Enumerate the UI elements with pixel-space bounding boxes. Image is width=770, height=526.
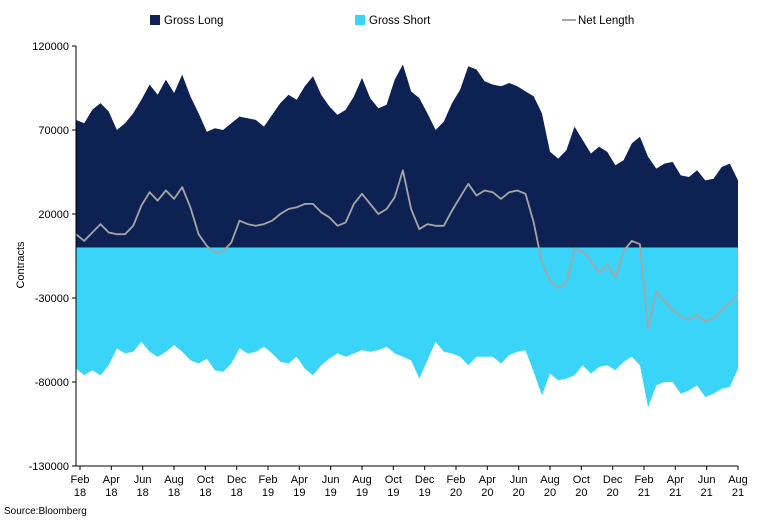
y-tick-label: -30000 bbox=[35, 293, 69, 305]
x-tick-label-year: 18 bbox=[105, 487, 117, 499]
y-tick-label: 120000 bbox=[32, 41, 69, 53]
x-tick-label-month: Feb bbox=[447, 474, 466, 486]
legend: Gross Long Gross Short Net Length bbox=[150, 15, 634, 27]
x-tick-label-year: 18 bbox=[74, 487, 86, 499]
x-tick-label-year: 19 bbox=[419, 487, 431, 499]
x-tick-label-year: 19 bbox=[387, 487, 399, 499]
x-tick-label-year: 18 bbox=[199, 487, 211, 499]
legend-label-net-length: Net Length bbox=[578, 15, 634, 27]
x-tick-label-year: 20 bbox=[607, 487, 619, 499]
source-note: Source:Bloomberg bbox=[4, 506, 87, 517]
x-tick-label-month: Jun bbox=[698, 474, 716, 486]
x-tick-label-month: Jun bbox=[134, 474, 152, 486]
x-tick-label-month: Aug bbox=[352, 474, 372, 486]
x-tick-label-year: 21 bbox=[638, 487, 650, 499]
x-tick-label-month: Feb bbox=[635, 474, 654, 486]
x-tick-label-year: 20 bbox=[481, 487, 493, 499]
x-tick-label-month: Feb bbox=[259, 474, 278, 486]
x-tick-label-month: Apr bbox=[103, 474, 120, 486]
x-tick-label-month: Oct bbox=[573, 474, 590, 486]
y-axis-label: Contracts bbox=[15, 241, 27, 289]
gross-long-area bbox=[76, 64, 738, 248]
x-tick-label-year: 20 bbox=[575, 487, 587, 499]
x-tick-label-month: Dec bbox=[603, 474, 623, 486]
x-tick-label-month: Aug bbox=[728, 474, 748, 486]
x-tick-label-month: Apr bbox=[291, 474, 308, 486]
x-tick-label-month: Dec bbox=[415, 474, 435, 486]
x-tick-label-year: 20 bbox=[450, 487, 462, 499]
x-tick-label-year: 18 bbox=[168, 487, 180, 499]
x-tick-label-year: 19 bbox=[293, 487, 305, 499]
x-tick-label-year: 20 bbox=[544, 487, 556, 499]
x-tick-label-year: 21 bbox=[732, 487, 744, 499]
y-tick-label: -130000 bbox=[29, 461, 69, 473]
x-tick-label-month: Jun bbox=[510, 474, 528, 486]
plot-area bbox=[75, 64, 739, 408]
x-tick-label-year: 19 bbox=[325, 487, 337, 499]
x-tick-label-year: 19 bbox=[356, 487, 368, 499]
x-tick-label-year: 18 bbox=[231, 487, 243, 499]
x-tick-label-year: 21 bbox=[669, 487, 681, 499]
x-tick-label-month: Dec bbox=[227, 474, 247, 486]
y-tick-label: -80000 bbox=[35, 377, 69, 389]
x-tick-label-month: Aug bbox=[540, 474, 560, 486]
x-tick-label-year: 20 bbox=[513, 487, 525, 499]
x-tick-label-year: 19 bbox=[262, 487, 274, 499]
legend-swatch-gross-long bbox=[150, 15, 160, 25]
x-tick-label-month: Oct bbox=[385, 474, 402, 486]
x-tick-label-month: Apr bbox=[667, 474, 684, 486]
axes: 1200007000020000-30000-80000-130000Feb18… bbox=[29, 41, 748, 499]
net-length-line bbox=[75, 169, 739, 330]
y-tick-label: 20000 bbox=[38, 209, 69, 221]
legend-label-gross-short: Gross Short bbox=[369, 15, 431, 27]
x-tick-label-month: Feb bbox=[71, 474, 90, 486]
x-tick-label-month: Apr bbox=[479, 474, 496, 486]
x-tick-label-month: Jun bbox=[322, 474, 340, 486]
gross-short-area bbox=[76, 247, 738, 408]
legend-swatch-gross-short bbox=[355, 15, 365, 25]
x-tick-label-month: Aug bbox=[164, 474, 184, 486]
x-tick-label-year: 21 bbox=[701, 487, 713, 499]
x-tick-label-year: 18 bbox=[137, 487, 149, 499]
y-tick-label: 70000 bbox=[38, 125, 69, 137]
x-tick-label-month: Oct bbox=[197, 474, 214, 486]
legend-label-gross-long: Gross Long bbox=[164, 15, 223, 27]
